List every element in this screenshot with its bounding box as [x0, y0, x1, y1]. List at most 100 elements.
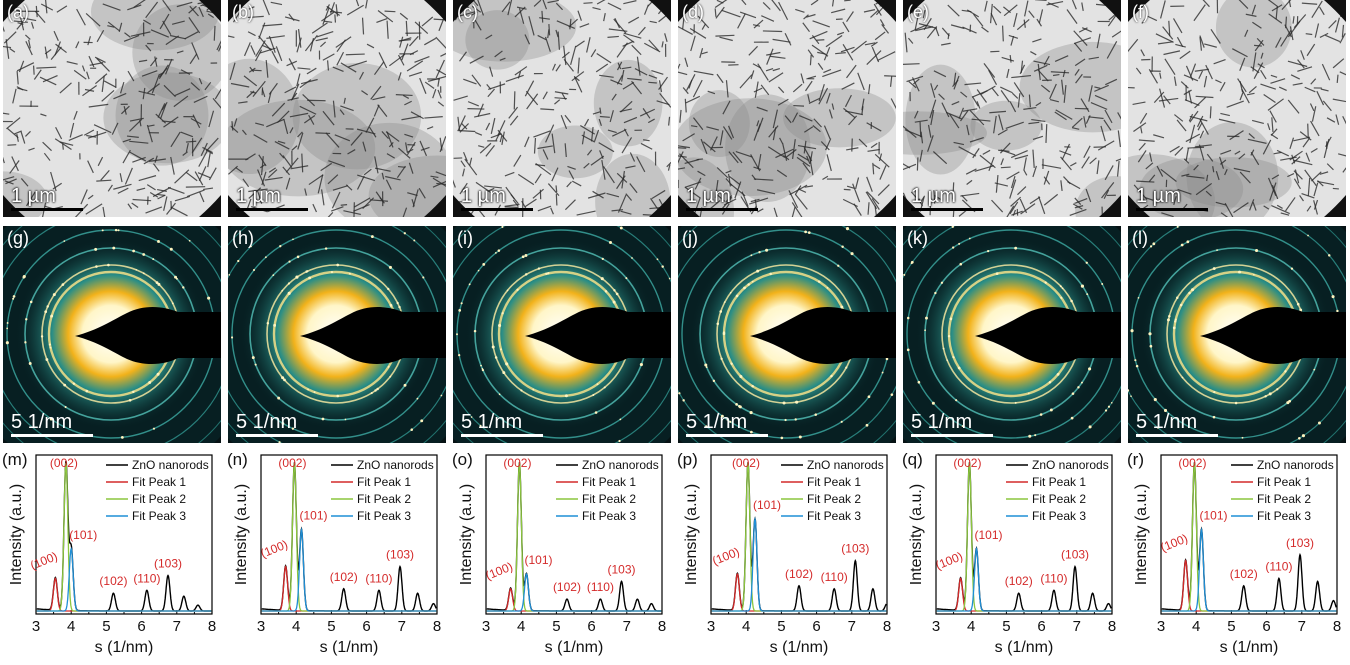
peak-hkl-label: (101) — [753, 498, 781, 512]
x-tick-label: 5 — [1002, 618, 1010, 635]
x-tick-label: 7 — [623, 618, 631, 635]
legend-entry: Fit Peak 3 — [582, 509, 636, 523]
y-axis-label: Intensity (a.u.) — [908, 484, 925, 585]
peak-hkl-label: (002) — [278, 456, 306, 470]
peak-hkl-label: (101) — [974, 528, 1002, 542]
saed-pattern-panel: (l)5 1/nm — [1128, 226, 1346, 443]
legend-entry: ZnO nanorods — [1257, 458, 1334, 472]
x-tick-label: 7 — [173, 618, 181, 635]
y-axis-label: Intensity (a.u.) — [683, 484, 700, 585]
panel-label: (p) — [677, 450, 698, 470]
legend-entry: Fit Peak 3 — [1032, 509, 1086, 523]
scale-bar-label: 5 1/nm — [1136, 412, 1218, 432]
panel-label: (j) — [682, 228, 698, 249]
y-axis-label: Intensity (a.u.) — [1133, 484, 1150, 585]
x-tick-label: 6 — [812, 618, 820, 635]
panel-label: (b) — [232, 2, 254, 23]
legend-entry: Fit Peak 1 — [132, 475, 186, 489]
x-axis-label: s (1/nm) — [1220, 639, 1279, 656]
saed-pattern-panel: (j) 5 1/nm — [678, 226, 896, 443]
scale-bar-group: 1 µm — [461, 186, 533, 211]
scale-bar-label: 5 1/nm — [911, 412, 993, 432]
legend-entry: Fit Peak 3 — [357, 509, 411, 523]
x-tick-label: 8 — [433, 618, 441, 635]
y-axis-label: Intensity (a.u.) — [8, 484, 25, 585]
x-tick-label: 7 — [1298, 618, 1306, 635]
scale-bar — [911, 434, 993, 437]
x-tick-label: 4 — [967, 618, 975, 635]
tem-image-panel: (e)1 µm — [903, 0, 1121, 217]
tem-image-panel: (c)1 µm — [453, 0, 671, 217]
peak-hkl-label: (101) — [69, 528, 97, 542]
x-axis-label: s (1/nm) — [545, 639, 604, 656]
saed-pattern-panel: (k)5 1/nm — [903, 226, 1121, 443]
scale-bar-group: 5 1/nm — [461, 412, 543, 437]
scale-bar-label: 1 µm — [11, 186, 83, 206]
peak-hkl-label: (102) — [553, 580, 581, 594]
panel-label: (g) — [7, 228, 29, 249]
x-tick-label: 4 — [67, 618, 75, 635]
scale-bar — [686, 208, 758, 211]
panel-label: (h) — [232, 228, 254, 249]
peak-hkl-label: (101) — [1199, 509, 1227, 523]
peak-hkl-label: (100) — [28, 549, 59, 572]
x-tick-label: 6 — [587, 618, 595, 635]
x-tick-label: 7 — [1073, 618, 1081, 635]
scale-bar — [461, 434, 543, 437]
scale-bar — [1136, 208, 1208, 211]
peak-hkl-label: (100) — [934, 549, 965, 572]
tem-image-panel: (b)1 µm — [228, 0, 446, 217]
scale-bar-label: 5 1/nm — [11, 412, 93, 432]
legend-entry: ZnO nanorods — [1032, 458, 1109, 472]
peak-hkl-label: (102) — [99, 574, 127, 588]
x-tick-label: 5 — [1227, 618, 1235, 635]
panel-label: (m) — [2, 450, 27, 470]
saed-pattern-panel: (i)5 1/nm — [453, 226, 671, 443]
peak-hkl-label: (102) — [1005, 574, 1033, 588]
peak-hkl-label: (103) — [154, 556, 182, 570]
scale-bar-group: 1 µm — [1136, 186, 1208, 211]
legend-entry: Fit Peak 2 — [582, 492, 636, 506]
x-tick-label: 3 — [707, 618, 715, 635]
y-axis-label: Intensity (a.u.) — [233, 484, 250, 585]
scale-bar — [11, 208, 83, 211]
scale-bar-group: 5 1/nm — [1136, 412, 1218, 437]
x-tick-label: 7 — [398, 618, 406, 635]
x-tick-label: 6 — [1262, 618, 1270, 635]
y-axis-label: Intensity (a.u.) — [458, 484, 475, 585]
scale-bar-group: 1 µm — [686, 186, 758, 211]
scale-bar-group: 1 µm — [11, 186, 83, 211]
scale-bar — [911, 208, 983, 211]
scale-bar-label: 1 µm — [461, 186, 533, 206]
legend-entry: Fit Peak 3 — [807, 509, 861, 523]
peak-hkl-label: (100) — [259, 537, 290, 560]
peak-hkl-label: (103) — [1286, 536, 1314, 550]
panel-label: (o) — [452, 450, 473, 470]
scale-bar-group: 5 1/nm — [236, 412, 318, 437]
scale-bar-group: 5 1/nm — [686, 412, 768, 437]
scale-bar — [236, 208, 308, 211]
scale-bar-label: 5 1/nm — [461, 412, 543, 432]
scale-bar-label: 5 1/nm — [686, 412, 768, 432]
x-tick-label: 5 — [552, 618, 560, 635]
peak-hkl-label: (100) — [484, 559, 515, 582]
peak-hkl-label: (002) — [732, 456, 760, 470]
peak-hkl-label: (103) — [386, 548, 414, 562]
legend-entry: Fit Peak 2 — [132, 492, 186, 506]
x-tick-label: 3 — [482, 618, 490, 635]
x-tick-label: 5 — [777, 618, 785, 635]
scale-bar-label: 5 1/nm — [236, 412, 318, 432]
legend-entry: Fit Peak 2 — [807, 492, 861, 506]
peak-hkl-label: (101) — [299, 509, 327, 523]
peak-hkl-label: (100) — [1159, 531, 1190, 554]
x-tick-label: 8 — [1333, 618, 1341, 635]
scale-bar-group: 5 1/nm — [911, 412, 993, 437]
